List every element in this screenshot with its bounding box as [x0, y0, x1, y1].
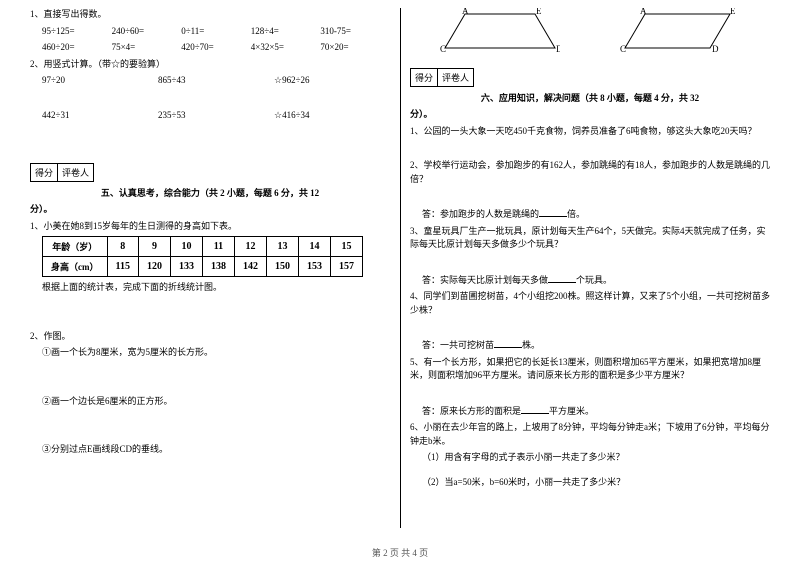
r-q6b: （2）当a=50米，b=60米时，小丽一共走了多少米？: [410, 476, 770, 490]
eq: 70×20=: [320, 41, 390, 55]
label-a2: A: [640, 8, 647, 16]
r-q6: 6、小丽在去少年宫的路上，上坡用了8分钟，平均每分钟走a米；下坡用了6分钟，平均…: [410, 421, 770, 448]
parallelogram-shape: E A C D: [620, 8, 740, 56]
label-d2: D: [712, 44, 719, 54]
q1-title: 1、直接写出得数。: [30, 8, 390, 22]
section5-end: 分）。: [30, 203, 390, 217]
cell: 年龄（岁）: [43, 237, 108, 257]
q2-title: 2、用竖式计算。（带☆的要验算）: [30, 58, 390, 72]
score-label: 得分: [31, 164, 58, 181]
ans-text: 答：实际每天比原计划每天多做: [422, 275, 548, 285]
eq: 460÷20=: [42, 41, 112, 55]
r-q4-ans: 答：一共可挖树苗 株。: [410, 338, 770, 353]
cell: 10: [170, 237, 202, 257]
ans-text: 答：参加跑步的人数是跳绳的: [422, 209, 539, 219]
r-q2-ans: 答：参加跑步的人数是跳绳的 倍。: [410, 207, 770, 222]
ans-text: 答：一共可挖树苗: [422, 340, 494, 350]
label-d: D: [556, 44, 560, 54]
score-label: 得分: [411, 69, 438, 86]
eq: 97÷20: [42, 74, 158, 88]
blank: [548, 273, 576, 283]
height-table: 年龄（岁） 8 9 10 11 12 13 14 15 身高（cm） 115 1…: [42, 236, 363, 277]
blank: [521, 404, 549, 414]
cell: 115: [107, 257, 138, 277]
r-q5: 5、有一个长方形，如果把它的长延长13厘米，则面积增加65平方厘米，如果把宽增加…: [410, 356, 770, 383]
eq: 95÷125=: [42, 25, 112, 39]
shapes-row: A E C D E A C D: [410, 8, 770, 56]
r-q1: 1、公园的一头大象一天吃450千克食物，饲养员准备了6吨食物，够这头大象吃20天…: [410, 125, 770, 139]
cell: 9: [138, 237, 170, 257]
eq: 75×4=: [112, 41, 182, 55]
s5-q2: 2、作图。: [30, 330, 390, 344]
cell: 153: [298, 257, 330, 277]
r-q2: 2、学校举行运动会，参加跑步的有162人，参加跳绳的有18人，参加跑步的人数是跳…: [410, 159, 770, 186]
r-q6a: （1）用含有字母的式子表示小丽一共走了多少米？: [410, 451, 770, 465]
ans-text: 平方厘米。: [549, 406, 594, 416]
cell: 身高（cm）: [43, 257, 108, 277]
q1-row2: 460÷20= 75×4= 420÷70= 4×32×5= 70×20=: [30, 41, 390, 55]
blank: [539, 207, 567, 217]
section5-title: 五、认真思考，综合能力（共 2 小题，每题 6 分，共 12: [30, 186, 390, 199]
eq: ☆416÷34: [274, 109, 390, 123]
left-column: 1、直接写出得数。 95÷125= 240÷60= 0÷11= 128÷4= 3…: [20, 8, 400, 540]
s5-q1b: 根据上面的统计表，完成下面的折线统计图。: [30, 281, 390, 295]
score-box: 得分 评卷人: [30, 163, 94, 182]
eq: ☆962÷26: [274, 74, 390, 88]
cell: 12: [234, 237, 266, 257]
cell: 120: [138, 257, 170, 277]
cell: 14: [298, 237, 330, 257]
cell: 142: [234, 257, 266, 277]
page-footer: 第 2 页 共 4 页: [0, 546, 800, 559]
r-q4: 4、同学们到苗圃挖树苗，4个小组挖200株。照这样计算，又来了5个小组，一共可挖…: [410, 290, 770, 317]
trapezoid-shape: A E C D: [440, 8, 560, 56]
ans-text: 个玩具。: [576, 275, 612, 285]
s5-q2a: ①画一个长为8厘米，宽为5厘米的长方形。: [30, 346, 390, 360]
label-a: A: [462, 8, 469, 16]
eq: 865÷43: [158, 74, 274, 88]
grader-label: 评卷人: [58, 164, 93, 181]
section6-end: 分）。: [410, 108, 770, 122]
label-e: E: [536, 8, 542, 16]
eq: 0÷11=: [181, 25, 251, 39]
ans-text: 株。: [522, 340, 540, 350]
label-c2: C: [620, 44, 626, 54]
cell: 15: [330, 237, 362, 257]
eq: 4×32×5=: [251, 41, 321, 55]
cell: 150: [266, 257, 298, 277]
table-row: 年龄（岁） 8 9 10 11 12 13 14 15: [43, 237, 363, 257]
ans-text: 答：原来长方形的面积是: [422, 406, 521, 416]
eq: 420÷70=: [181, 41, 251, 55]
s5-q1: 1、小美在她8到15岁每年的生日测得的身高如下表。: [30, 220, 390, 234]
blank: [494, 338, 522, 348]
eq: 128÷4=: [251, 25, 321, 39]
section6-title: 六、应用知识，解决问题（共 8 小题，每题 4 分，共 32: [410, 91, 770, 104]
ans-text: 倍。: [567, 209, 585, 219]
r-q3-ans: 答：实际每天比原计划每天多做 个玩具。: [410, 273, 770, 288]
cell: 8: [107, 237, 138, 257]
cell: 133: [170, 257, 202, 277]
cell: 11: [202, 237, 234, 257]
label-c: C: [440, 44, 446, 54]
q2-row1: 97÷20 865÷43 ☆962÷26: [30, 74, 390, 88]
table-row: 身高（cm） 115 120 133 138 142 150 153 157: [43, 257, 363, 277]
eq: 310-75=: [320, 25, 390, 39]
q1-row1: 95÷125= 240÷60= 0÷11= 128÷4= 310-75=: [30, 25, 390, 39]
score-box: 得分 评卷人: [410, 68, 474, 87]
eq: 240÷60=: [112, 25, 182, 39]
eq: 235÷53: [158, 109, 274, 123]
q2-row2: 442÷31 235÷53 ☆416÷34: [30, 109, 390, 123]
grader-label: 评卷人: [438, 69, 473, 86]
cell: 157: [330, 257, 362, 277]
s5-q2c: ③分别过点E画线段CD的垂线。: [30, 443, 390, 457]
label-e2: E: [730, 8, 736, 16]
r-q3: 3、童星玩具厂生产一批玩具，原计划每天生产64个，5天做完。实际4天就完成了任务…: [410, 225, 770, 252]
s5-q2b: ②画一个边长是6厘米的正方形。: [30, 395, 390, 409]
cell: 13: [266, 237, 298, 257]
eq: 442÷31: [42, 109, 158, 123]
cell: 138: [202, 257, 234, 277]
right-column: A E C D E A C D 得分 评卷人 六、应用知识，解决问题（共 8 小…: [400, 8, 780, 540]
r-q5-ans: 答：原来长方形的面积是 平方厘米。: [410, 404, 770, 419]
